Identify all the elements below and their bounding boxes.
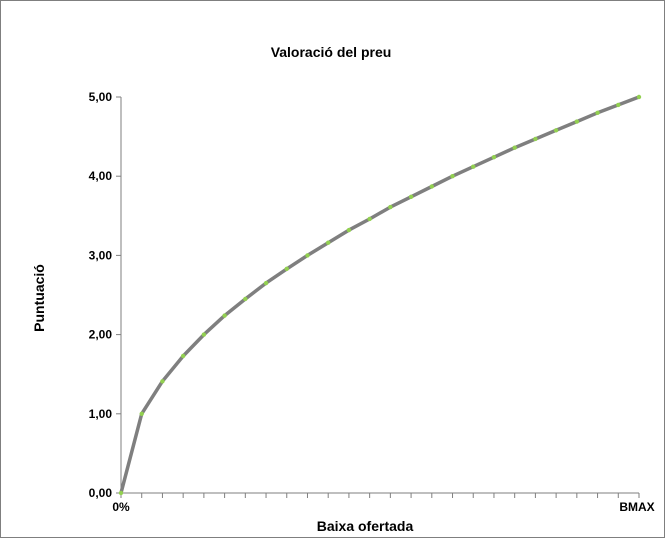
x-axis-label: Baixa ofertada bbox=[317, 518, 414, 534]
x-tick-label-end: BMAX bbox=[619, 500, 654, 514]
data-point bbox=[553, 128, 559, 133]
data-point bbox=[408, 194, 414, 199]
y-tick-label: 4,00 bbox=[89, 169, 113, 183]
data-point bbox=[616, 102, 621, 108]
data-point bbox=[243, 296, 248, 302]
data-point bbox=[180, 353, 186, 359]
y-tick-label: 2,00 bbox=[89, 328, 113, 342]
y-tick-label: 1,00 bbox=[89, 407, 113, 421]
data-point bbox=[139, 411, 144, 416]
data-point bbox=[450, 174, 455, 179]
data-point bbox=[346, 227, 352, 233]
data-point bbox=[533, 136, 538, 142]
data-point bbox=[222, 313, 227, 318]
data-point bbox=[574, 119, 580, 124]
data-point bbox=[284, 266, 289, 272]
y-tick-label: 3,00 bbox=[89, 248, 113, 262]
data-point bbox=[160, 379, 165, 384]
plot-area bbox=[118, 94, 642, 496]
data-point bbox=[201, 332, 207, 337]
data-point bbox=[388, 204, 393, 210]
y-axis-label: Puntuació bbox=[31, 264, 47, 332]
x-tick-label-start: 0% bbox=[112, 500, 130, 514]
series-line bbox=[119, 95, 641, 495]
data-point bbox=[471, 164, 476, 169]
axes: 0,00 1,00 2,00 3,00 4,00 5,00 0% BMAX bbox=[89, 90, 655, 514]
chart-title: Valoració del preu bbox=[271, 44, 392, 60]
data-point bbox=[636, 94, 642, 100]
data-point bbox=[595, 110, 600, 116]
data-point bbox=[429, 184, 434, 189]
y-tick-label: 5,00 bbox=[89, 90, 113, 104]
data-point bbox=[512, 145, 517, 150]
y-tick-label: 0,00 bbox=[89, 486, 113, 500]
data-point bbox=[491, 154, 497, 160]
data-point bbox=[118, 490, 124, 496]
data-point bbox=[326, 240, 331, 245]
data-point bbox=[263, 280, 269, 286]
data-point bbox=[305, 253, 310, 258]
data-point bbox=[367, 216, 372, 222]
